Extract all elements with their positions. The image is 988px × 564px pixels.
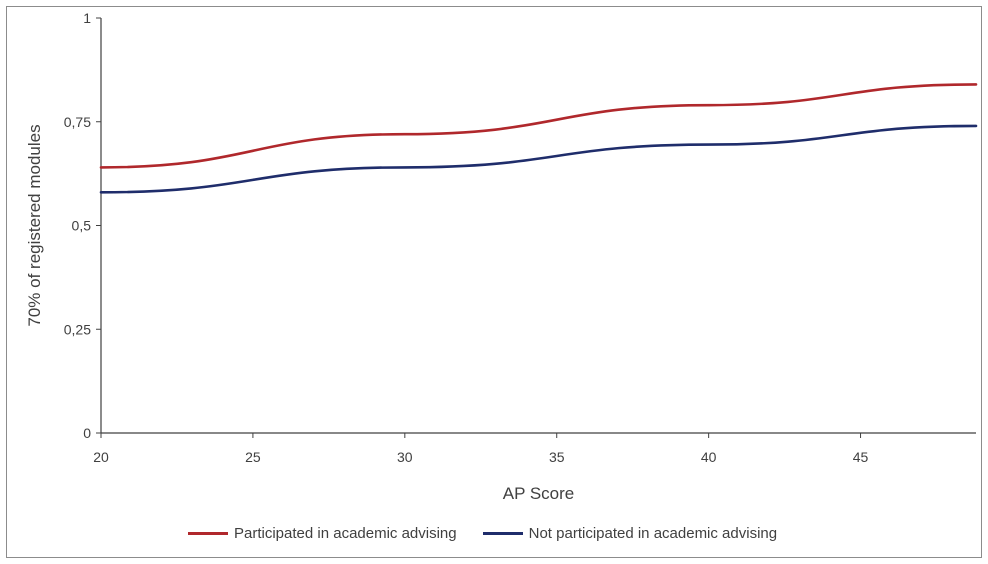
legend-swatch-participated: [188, 531, 228, 535]
x-axis: 20 25 30 35 40 45: [93, 432, 976, 465]
legend: Participated in academic advising Not pa…: [188, 520, 777, 546]
series-line-not-participated: [99, 124, 978, 194]
y-tick-label: 0: [83, 425, 91, 441]
chart-frame: [6, 6, 982, 558]
y-tick-label: 1: [83, 10, 91, 26]
x-tick-label: 20: [93, 449, 109, 465]
x-tick-label: 30: [397, 449, 413, 465]
legend-item-not-participated: Not participated in academic advising: [482, 524, 778, 542]
legend-label-not-participated: Not participated in academic advising: [528, 524, 778, 542]
y-axis-title: 70% of registered modules: [25, 124, 44, 326]
y-tick-label: 0,75: [64, 114, 91, 130]
legend-label-participated: Participated in academic advising: [234, 524, 457, 542]
y-tick-label: 0,5: [72, 218, 92, 234]
legend-item-participated: Participated in academic advising: [188, 525, 457, 542]
x-axis-title: AP Score: [503, 484, 575, 503]
series-lines: [99, 83, 978, 194]
legend-swatch-not-participated: [482, 531, 523, 535]
x-tick-label: 35: [549, 449, 565, 465]
x-tick-label: 40: [701, 449, 717, 465]
series-line-participated: [99, 83, 978, 169]
y-tick-label: 0,25: [64, 321, 91, 337]
x-tick-label: 25: [245, 449, 261, 465]
y-axis: 0 0,25 0,5 0,75 1: [64, 10, 102, 441]
x-tick-label: 45: [853, 449, 869, 465]
